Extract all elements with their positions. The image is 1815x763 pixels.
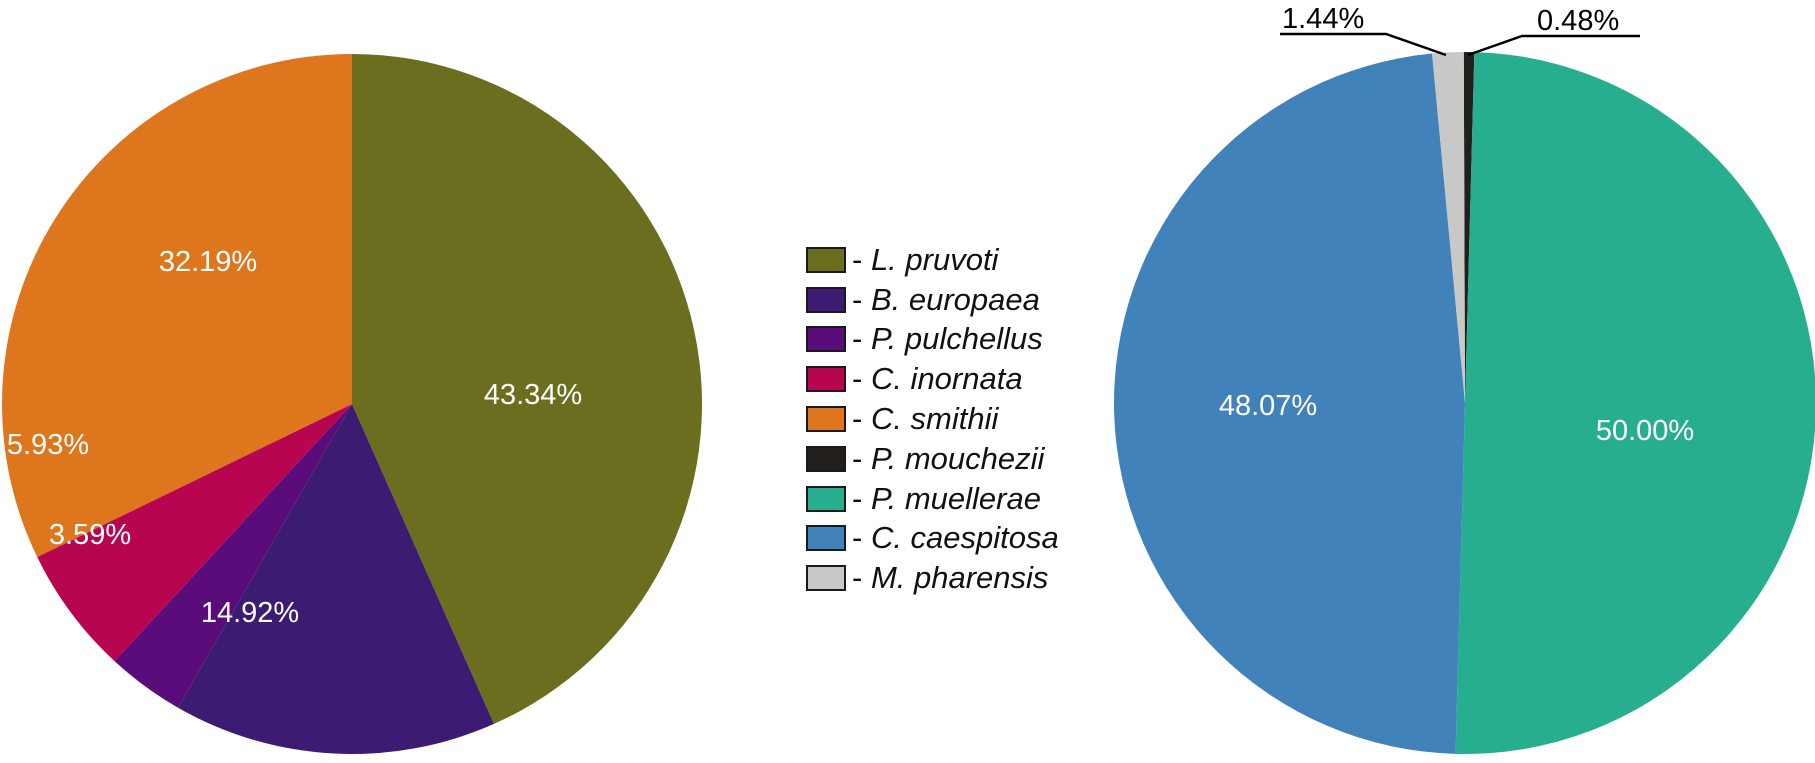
legend-label: B. europaea [870, 281, 1040, 317]
legend-swatch-l-pruvoti [806, 246, 846, 273]
label-c-caespitosa: 48.07% [1219, 390, 1317, 422]
callout-line-p-mouchezii [1467, 34, 1640, 57]
pie-slice-b-europaea [178, 404, 494, 754]
pie-slice-p-muellerae [1455, 52, 1815, 754]
legend-swatch-m-pharensis [806, 565, 846, 592]
legend-label: P. muellerae [870, 480, 1041, 516]
legend: - L. pruvoti - B. europaea - P. pulchell… [806, 240, 1059, 598]
label-p-mouchezii: 0.48% [1537, 5, 1619, 37]
pie-slice-c-inornata [37, 404, 352, 662]
pie-slice-m-pharensis [1432, 52, 1465, 404]
label-b-europaea: 14.92% [201, 597, 299, 629]
pie-slice-p-mouchezii [1463, 51, 1475, 403]
label-p-muellerae: 50.00% [1596, 415, 1694, 447]
legend-swatch-c-caespitosa [806, 525, 846, 552]
legend-swatch-p-pulchellus [806, 326, 846, 353]
legend-swatch-c-smithii [806, 406, 846, 433]
legend-swatch-c-inornata [806, 366, 846, 393]
legend-item: - P. muellerae [806, 479, 1059, 519]
legend-label: M. pharensis [870, 560, 1049, 596]
pie-slice-p-pulchellus [114, 404, 352, 708]
legend-label: P. pulchellus [870, 321, 1043, 357]
callout-line-m-pharensis [1280, 32, 1447, 57]
legend-label: C. caespitosa [870, 520, 1059, 556]
legend-swatch-p-muellerae [806, 485, 846, 512]
legend-label: C. smithii [870, 401, 999, 437]
pie-slice-l-pruvoti [352, 54, 702, 724]
legend-swatch-b-europaea [806, 286, 846, 313]
label-p-pulchellus: 3.59% [49, 519, 131, 551]
legend-label: P. mouchezii [870, 440, 1045, 476]
legend-item: - C. caespitosa [806, 519, 1059, 559]
right-pie-chart [1114, 51, 1815, 754]
legend-label: C. inornata [870, 361, 1023, 397]
label-c-inornata: 5.93% [7, 429, 89, 461]
legend-item: - C. smithii [806, 399, 1059, 439]
left-pie-chart [2, 54, 702, 754]
legend-item: - C. inornata [806, 359, 1059, 399]
legend-item: - L. pruvoti [806, 240, 1059, 280]
legend-item: - B. europaea [806, 280, 1059, 320]
label-l-pruvoti: 43.34% [484, 379, 582, 411]
label-c-smithii: 32.19% [159, 246, 257, 278]
label-m-pharensis: 1.44% [1282, 3, 1364, 35]
legend-item: - M. pharensis [806, 558, 1059, 598]
legend-label: L. pruvoti [870, 241, 999, 277]
legend-item: - P. mouchezii [806, 439, 1059, 479]
pie-slice-c-caespitosa [1114, 53, 1465, 754]
pie-slice-c-smithii [2, 54, 353, 557]
legend-swatch-p-mouchezii [806, 445, 846, 472]
legend-item: - P. pulchellus [806, 320, 1059, 360]
